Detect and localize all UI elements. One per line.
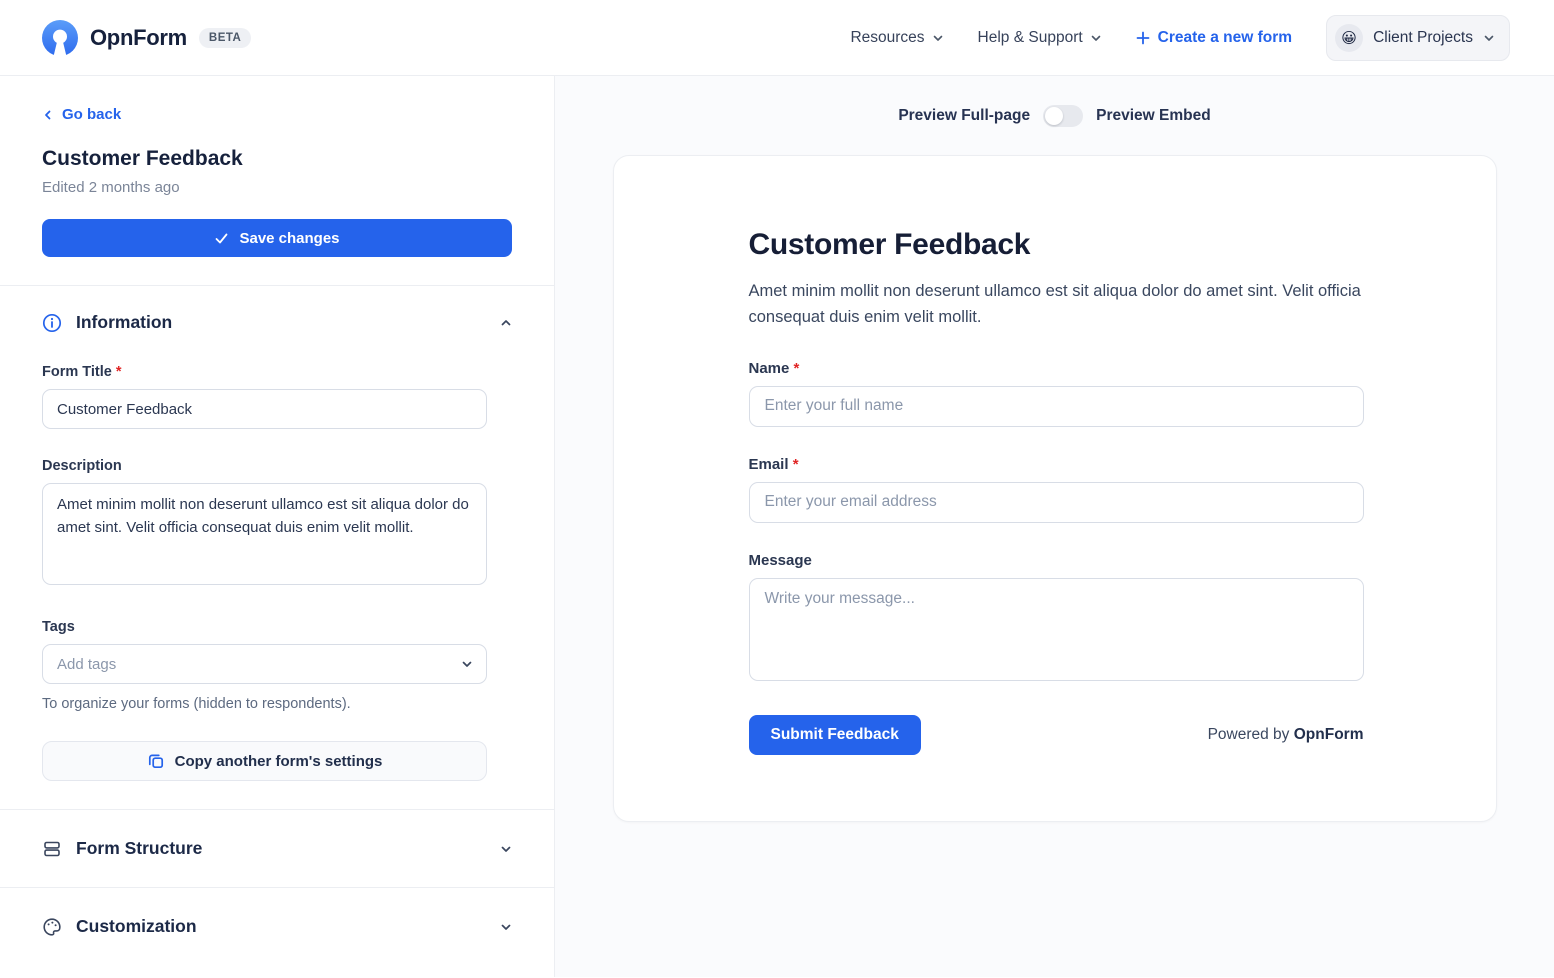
go-back-label: Go back — [62, 106, 122, 123]
section-information[interactable]: Information — [42, 286, 512, 335]
chevron-down-icon — [1484, 35, 1494, 41]
nav-resources-label: Resources — [850, 28, 925, 46]
description-label: Description — [42, 458, 122, 474]
divider — [0, 285, 554, 286]
last-edited-text: Edited 2 months ago — [42, 179, 180, 196]
form-title-label: Form Title * — [42, 364, 512, 380]
email-label-text: Email — [748, 455, 789, 473]
divider — [0, 887, 554, 888]
preview-form-title: Customer Feedback — [748, 228, 1031, 261]
preview-embed-label[interactable]: Preview Embed — [1096, 107, 1211, 124]
brand[interactable]: OpnForm BETA — [42, 19, 252, 56]
section-information-label: Information — [76, 312, 173, 332]
form-structure-icon — [44, 841, 60, 856]
form-preview-card: Customer Feedback Amet minim mollit non … — [612, 155, 1497, 822]
create-new-form-button[interactable]: Create a new form — [1136, 29, 1292, 47]
submit-row: Submit Feedback Powered by OpnForm — [748, 714, 1364, 755]
required-asterisk: * — [115, 364, 122, 380]
copy-icon — [148, 754, 163, 769]
create-new-form-label: Create a new form — [1157, 28, 1293, 46]
chevron-down-icon — [501, 924, 511, 930]
required-asterisk: * — [793, 359, 800, 377]
preview-pane: Preview Full-page Preview Embed Customer… — [555, 76, 1554, 977]
tags-input[interactable] — [42, 644, 487, 684]
chevron-down-icon — [501, 846, 511, 852]
name-input[interactable] — [748, 385, 1364, 427]
chevron-left-icon — [45, 110, 51, 119]
powered-brand: OpnForm — [1293, 725, 1364, 743]
copy-form-settings-label: Copy another form's settings — [174, 752, 383, 770]
form-settings-sidebar: Go back Customer Feedback Edited 2 month… — [0, 76, 555, 977]
form-title-label-text: Form Title — [42, 364, 112, 380]
toggle-knob — [1045, 107, 1064, 125]
description-textarea[interactable]: Amet minim mollit non deserunt ullamco e… — [42, 483, 487, 585]
section-customization[interactable]: Customization — [42, 888, 512, 965]
nav-help-support[interactable]: Help & Support — [978, 29, 1102, 47]
section-customization-label: Customization — [76, 916, 197, 936]
workspace-avatar: 😀 — [1335, 23, 1364, 52]
message-textarea[interactable] — [748, 577, 1364, 681]
opnform-logo-icon — [42, 19, 78, 56]
section-form-structure[interactable]: Form Structure — [42, 810, 512, 887]
section-form-structure-label: Form Structure — [76, 838, 203, 858]
tags-help-text: To organize your forms (hidden to respon… — [42, 696, 351, 712]
palette-icon — [43, 917, 61, 936]
nav-resources[interactable]: Resources — [850, 29, 943, 47]
powered-prefix: Powered by — [1207, 725, 1290, 743]
top-header: OpnForm BETA Resources Help & Support Cr… — [0, 0, 1554, 76]
submit-feedback-button[interactable]: Submit Feedback — [748, 714, 921, 755]
go-back-link[interactable]: Go back — [42, 106, 512, 123]
message-field-label: Message — [749, 552, 1362, 569]
preview-form-description: Amet minim mollit non deserunt ullamco e… — [748, 282, 1361, 327]
required-asterisk: * — [792, 455, 799, 473]
email-input[interactable] — [748, 481, 1364, 523]
chevron-down-icon — [1091, 35, 1100, 41]
chevron-up-icon — [501, 319, 511, 325]
save-changes-label: Save changes — [239, 229, 340, 247]
preview-fullpage-label[interactable]: Preview Full-page — [898, 107, 1031, 124]
powered-by-text: Powered by OpnForm — [1208, 726, 1364, 744]
chevron-down-icon — [933, 35, 942, 41]
nav-help-support-label: Help & Support — [977, 28, 1083, 46]
plus-icon — [1136, 31, 1150, 44]
divider — [0, 809, 554, 810]
brand-name: OpnForm — [90, 24, 187, 50]
form-title-input[interactable] — [42, 389, 487, 429]
check-icon — [216, 233, 228, 243]
info-circle-icon — [42, 313, 62, 332]
name-field-label: Name * — [749, 360, 1362, 377]
beta-badge: BETA — [198, 27, 252, 48]
form-name-heading: Customer Feedback — [42, 147, 243, 170]
tags-label: Tags — [42, 619, 75, 635]
header-nav: Resources Help & Support Create a new fo… — [850, 14, 1510, 61]
workspace-switcher[interactable]: 😀 Client Projects — [1326, 14, 1510, 61]
workspace-name: Client Projects — [1373, 28, 1473, 46]
preview-mode-toggle[interactable] — [1043, 105, 1084, 127]
save-changes-button[interactable]: Save changes — [42, 219, 512, 257]
email-field-label: Email * — [749, 456, 1362, 473]
chevron-down-icon[interactable] — [461, 658, 473, 670]
tags-field — [42, 635, 487, 684]
copy-form-settings-button[interactable]: Copy another form's settings — [42, 741, 487, 781]
message-label-text: Message — [748, 551, 812, 569]
preview-mode-switcher: Preview Full-page Preview Embed — [555, 105, 1554, 127]
name-label-text: Name — [748, 359, 790, 377]
